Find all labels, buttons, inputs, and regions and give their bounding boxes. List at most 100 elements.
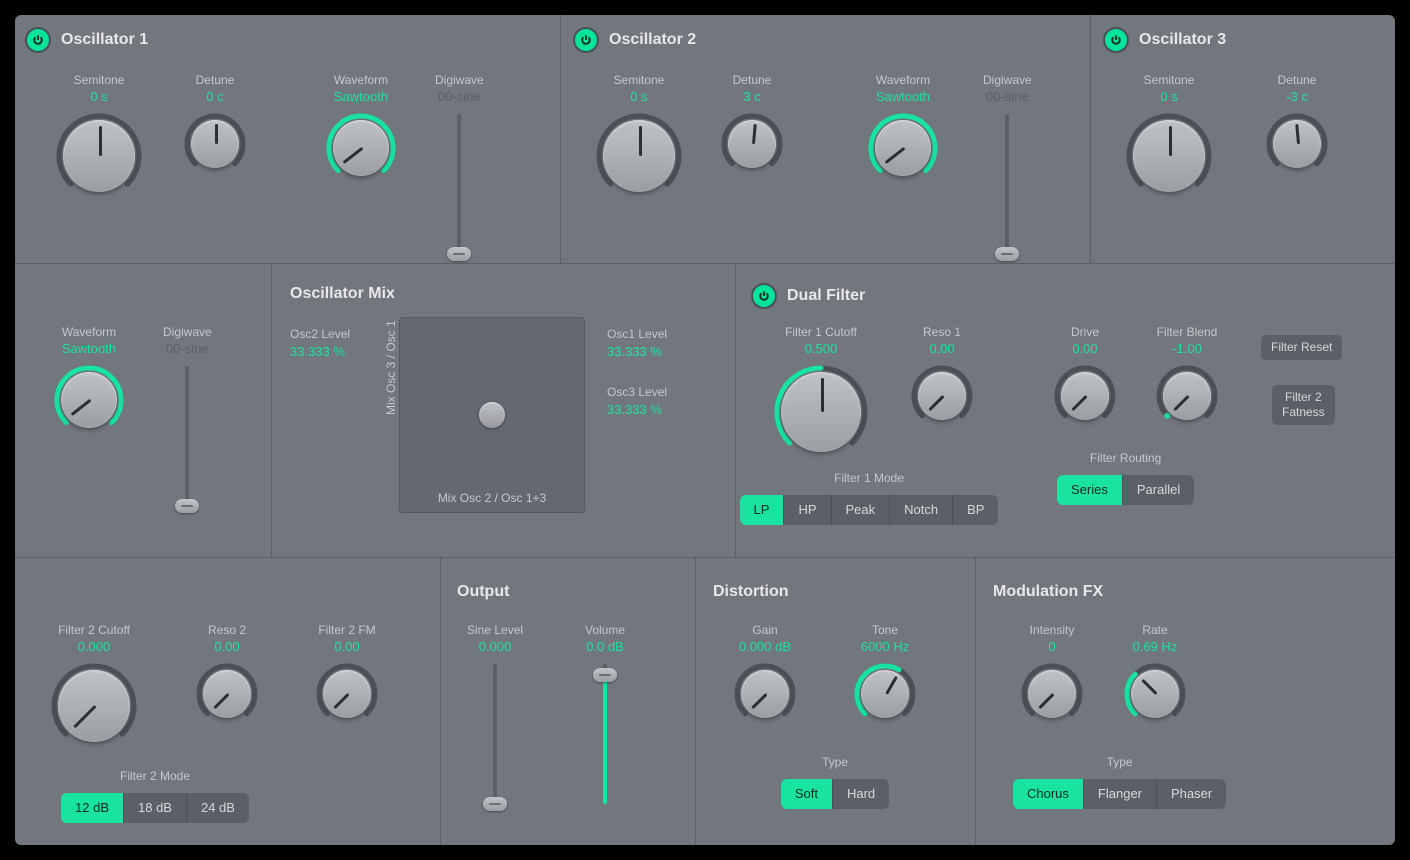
slider-value[interactable]: 00-sine (438, 89, 481, 104)
filter2-fatness-button[interactable]: Filter 2 Fatness (1272, 385, 1335, 425)
osc3-semitone-knob[interactable]: Semitone0 s (1125, 73, 1213, 200)
dualfilter-title: Dual Filter (787, 287, 865, 305)
seg-option-bp[interactable]: BP (953, 495, 998, 525)
slider-thumb[interactable] (593, 668, 617, 682)
filter1-mode-selector[interactable]: LPHPPeakNotchBP (740, 495, 999, 525)
seg-option-soft[interactable]: Soft (781, 779, 833, 809)
slider-label: Volume (585, 623, 625, 637)
osc3-waveform-knob[interactable]: WaveformSawtooth (53, 325, 125, 436)
filter-drive-knob[interactable]: Drive0.00 (1053, 325, 1117, 428)
knob-value[interactable]: 0.00 (214, 639, 239, 654)
knob-label: Filter 2 FM (318, 623, 375, 637)
oscmix-xy-pad[interactable]: Mix Osc 3 / Osc 1 Mix Osc 2 / Osc 1+3 (399, 317, 585, 513)
distortion-type-selector[interactable]: SoftHard (781, 779, 889, 809)
slider-thumb[interactable] (483, 797, 507, 811)
seg-option-peak[interactable]: Peak (832, 495, 891, 525)
knob-value[interactable]: 0.00 (929, 341, 954, 356)
osc2-level-label: Osc2 Level (290, 327, 350, 341)
knob-label: Gain (752, 623, 777, 637)
seg-option-hard[interactable]: Hard (833, 779, 889, 809)
osc3-power-button[interactable] (1105, 29, 1127, 51)
filter1-cutoff-knob[interactable]: Filter 1 Cutoff 0.500 (773, 325, 869, 460)
seg-option-phaser[interactable]: Phaser (1157, 779, 1226, 809)
knob-value[interactable]: 0 s (90, 89, 107, 104)
seg-option-18-db[interactable]: 18 dB (124, 793, 187, 823)
slider-thumb[interactable] (447, 247, 471, 261)
filter-reset-button[interactable]: Filter Reset (1261, 335, 1342, 360)
sine-level-slider[interactable]: Sine Level 0.000 (467, 623, 523, 804)
filter2-fm-knob[interactable]: Filter 2 FM 0.00 (315, 623, 379, 726)
slider-thumb[interactable] (175, 499, 199, 513)
filter-routing-selector[interactable]: SeriesParallel (1057, 475, 1194, 505)
osc3-level-value[interactable]: 33.333 % (607, 402, 662, 417)
slider-value[interactable]: 0.0 dB (586, 639, 624, 654)
knob-value[interactable]: 0.000 dB (739, 639, 791, 654)
seg-option-12-db[interactable]: 12 dB (61, 793, 124, 823)
knob-value[interactable]: Sawtooth (334, 89, 388, 104)
knob-label: Waveform (876, 73, 930, 87)
knob-value[interactable]: 6000 Hz (861, 639, 909, 654)
knob-value[interactable]: 0.00 (334, 639, 359, 654)
osc2-waveform-knob[interactable]: Waveform Sawtooth (867, 73, 939, 184)
knob-value[interactable]: -1.00 (1172, 341, 1202, 356)
volume-slider[interactable]: Volume 0.0 dB (585, 623, 625, 804)
osc2-digiwave-slider[interactable]: Digiwave00-sine (983, 73, 1032, 254)
osc1-title: Oscillator 1 (61, 31, 148, 49)
seg-option-series[interactable]: Series (1057, 475, 1123, 505)
modfx-intensity-knob[interactable]: Intensity0 (1020, 623, 1084, 726)
slider-value[interactable]: 0.000 (479, 639, 512, 654)
osc2-level-value[interactable]: 33.333 % (290, 344, 345, 359)
slider-thumb[interactable] (995, 247, 1019, 261)
knob-value[interactable]: 0 s (630, 89, 647, 104)
knob-value[interactable]: 3 c (743, 89, 760, 104)
osc1-semitone-knob[interactable]: Semitone 0 s (55, 73, 143, 200)
slider-label: Sine Level (467, 623, 523, 637)
output-title: Output (457, 583, 509, 601)
osc3-level-label: Osc3 Level (607, 385, 667, 399)
knob-value[interactable]: 0.500 (805, 341, 838, 356)
seg-option-chorus[interactable]: Chorus (1013, 779, 1084, 809)
seg-option-parallel[interactable]: Parallel (1123, 475, 1194, 505)
osc3-detune-knob[interactable]: Detune-3 c (1265, 73, 1329, 176)
knob-value[interactable]: 0.000 (78, 639, 111, 654)
knob-value[interactable]: Sawtooth (876, 89, 930, 104)
divider (1090, 15, 1091, 263)
osc1-waveform-knob[interactable]: WaveformSawtooth (325, 73, 397, 184)
osc2-semitone-knob[interactable]: Semitone0 s (595, 73, 683, 200)
filter2-reso-knob[interactable]: Reso 20.00 (195, 623, 259, 726)
filter2-mode-selector[interactable]: 12 dB18 dB24 dB (61, 793, 249, 823)
dualfilter-power-button[interactable] (753, 285, 775, 307)
filter-blend-knob[interactable]: Filter Blend-1.00 (1155, 325, 1219, 428)
osc3-digiwave-slider[interactable]: Digiwave00-sine (163, 325, 212, 506)
osc1-digiwave-slider[interactable]: Digiwave00-sine (435, 73, 484, 254)
knob-value[interactable]: 0 c (206, 89, 223, 104)
knob-value[interactable]: 0.00 (1072, 341, 1097, 356)
divider (560, 15, 561, 263)
seg-option-24-db[interactable]: 24 dB (187, 793, 249, 823)
modfx-rate-knob[interactable]: Rate0.69 Hz (1123, 623, 1187, 726)
oscmix-xy-handle[interactable] (479, 402, 505, 428)
knob-value[interactable]: Sawtooth (62, 341, 116, 356)
seg-option-hp[interactable]: HP (784, 495, 831, 525)
distortion-tone-knob[interactable]: Tone6000 Hz (853, 623, 917, 726)
knob-label: Filter 1 Cutoff (785, 325, 857, 339)
osc1-detune-knob[interactable]: Detune0 c (183, 73, 247, 176)
knob-value[interactable]: 0.69 Hz (1133, 639, 1178, 654)
filter2-cutoff-knob[interactable]: Filter 2 Cutoff0.000 (50, 623, 138, 750)
knob-value[interactable]: -3 c (1286, 89, 1308, 104)
seg-option-notch[interactable]: Notch (890, 495, 953, 525)
slider-value[interactable]: 00-sine (986, 89, 1029, 104)
osc2-detune-knob[interactable]: Detune3 c (720, 73, 784, 176)
knob-value[interactable]: 0 (1048, 639, 1055, 654)
knob-value[interactable]: 0 s (1160, 89, 1177, 104)
knob-label: Semitone (74, 73, 125, 87)
osc2-power-button[interactable] (575, 29, 597, 51)
osc1-power-button[interactable] (27, 29, 49, 51)
filter1-reso-knob[interactable]: Reso 10.00 (910, 325, 974, 428)
modfx-type-selector[interactable]: ChorusFlangerPhaser (1013, 779, 1226, 809)
seg-option-flanger[interactable]: Flanger (1084, 779, 1157, 809)
seg-option-lp[interactable]: LP (740, 495, 785, 525)
osc1-level-value[interactable]: 33.333 % (607, 344, 662, 359)
distortion-gain-knob[interactable]: Gain 0.000 dB (733, 623, 797, 726)
slider-value[interactable]: 00-sine (166, 341, 209, 356)
